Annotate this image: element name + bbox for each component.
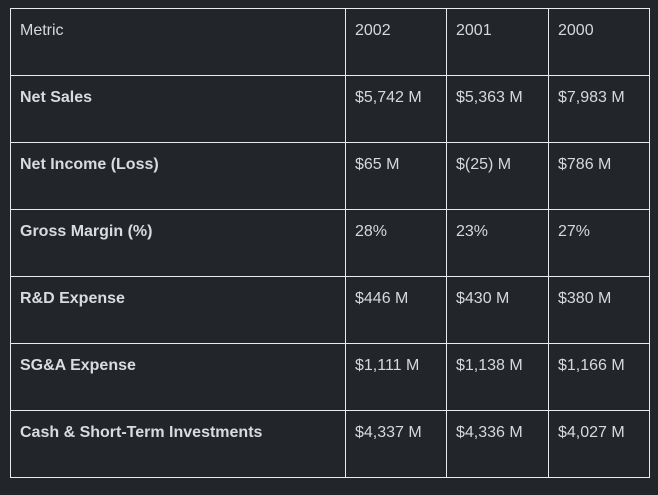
table-row-gross-margin: Gross Margin (%) 28% 23% 27% bbox=[10, 209, 650, 277]
table-row-cash-investments: Cash & Short-Term Investments $4,337 M $… bbox=[10, 410, 650, 478]
table-row-net-sales: Net Sales $5,742 M $5,363 M $7,983 M bbox=[10, 75, 650, 143]
cell-net-income-2001: $(25) M bbox=[446, 142, 549, 210]
cell-rd-expense-2000: $380 M bbox=[548, 276, 650, 344]
cell-sga-expense-2002: $1,111 M bbox=[345, 343, 447, 411]
cell-rd-expense-2002: $446 M bbox=[345, 276, 447, 344]
cell-cash-investments-2002: $4,337 M bbox=[345, 410, 447, 478]
cell-net-sales-2000: $7,983 M bbox=[548, 75, 650, 143]
cell-cash-investments-2001: $4,336 M bbox=[446, 410, 549, 478]
table-row-net-income: Net Income (Loss) $65 M $(25) M $786 M bbox=[10, 142, 650, 210]
column-header-2000: 2000 bbox=[548, 8, 650, 76]
row-label-cash-investments: Cash & Short-Term Investments bbox=[10, 410, 346, 478]
table-header-row: Metric 2002 2001 2000 bbox=[10, 8, 650, 76]
cell-gross-margin-2001: 23% bbox=[446, 209, 549, 277]
cell-sga-expense-2000: $1,166 M bbox=[548, 343, 650, 411]
column-header-metric: Metric bbox=[10, 8, 346, 76]
cell-gross-margin-2000: 27% bbox=[548, 209, 650, 277]
cell-gross-margin-2002: 28% bbox=[345, 209, 447, 277]
cell-rd-expense-2001: $430 M bbox=[446, 276, 549, 344]
row-label-rd-expense: R&D Expense bbox=[10, 276, 346, 344]
column-header-2002: 2002 bbox=[345, 8, 447, 76]
cell-net-income-2002: $65 M bbox=[345, 142, 447, 210]
table-row-rd-expense: R&D Expense $446 M $430 M $380 M bbox=[10, 276, 650, 344]
table-row-sga-expense: SG&A Expense $1,111 M $1,138 M $1,166 M bbox=[10, 343, 650, 411]
financial-metrics-table: Metric 2002 2001 2000 Net Sales $5,742 M… bbox=[10, 8, 650, 478]
row-label-sga-expense: SG&A Expense bbox=[10, 343, 346, 411]
cell-net-sales-2002: $5,742 M bbox=[345, 75, 447, 143]
row-label-gross-margin: Gross Margin (%) bbox=[10, 209, 346, 277]
column-header-2001: 2001 bbox=[446, 8, 549, 76]
row-label-net-sales: Net Sales bbox=[10, 75, 346, 143]
cell-net-sales-2001: $5,363 M bbox=[446, 75, 549, 143]
cell-cash-investments-2000: $4,027 M bbox=[548, 410, 650, 478]
cell-net-income-2000: $786 M bbox=[548, 142, 650, 210]
cell-sga-expense-2001: $1,138 M bbox=[446, 343, 549, 411]
row-label-net-income: Net Income (Loss) bbox=[10, 142, 346, 210]
